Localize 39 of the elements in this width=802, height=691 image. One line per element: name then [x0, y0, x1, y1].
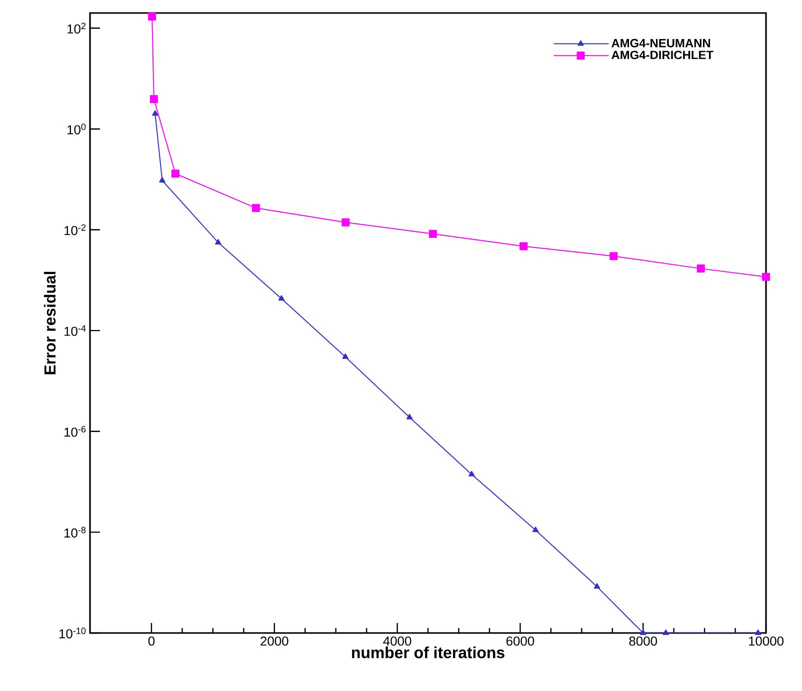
point [171, 170, 180, 178]
y-tick-label: 10$^{0}$ [68, 124, 86, 134]
point [662, 629, 669, 635]
point [532, 526, 539, 532]
x-axis-title: number of iterations [352, 646, 504, 658]
point [152, 110, 158, 116]
point [342, 218, 350, 226]
point [342, 353, 348, 359]
y-tick-label: 10$^{-10}$ [59, 628, 86, 638]
y-tick-label: 10$^{2}$ [68, 22, 86, 34]
point [754, 629, 762, 635]
x-tick-label: 4000 [383, 636, 412, 646]
y-tick-label: 10$^{-6}$ [64, 426, 86, 437]
point [252, 204, 260, 212]
point [150, 95, 158, 104]
x-tick-label: 10000 [748, 636, 784, 646]
point [520, 242, 528, 250]
point [762, 272, 770, 281]
point [640, 629, 646, 635]
y-tick-label: 10$^{-8}$ [64, 526, 86, 538]
point [159, 176, 166, 182]
x-tick-label: 6000 [506, 636, 534, 646]
x-tick-label: 8000 [629, 636, 657, 646]
point [696, 264, 705, 273]
point [215, 238, 222, 244]
x-tick-label: 2000 [260, 636, 288, 646]
legend-label: AMG4-NEUMANN [612, 38, 710, 48]
x-tick-label: 0 [148, 636, 155, 646]
y-axis-title: Error residual [44, 272, 56, 374]
legend-label: AMG4-DIRICHLET [612, 50, 714, 60]
point [278, 295, 285, 301]
y-tick-label: 10$^{-2}$ [64, 224, 86, 236]
point [428, 230, 437, 238]
point [148, 12, 156, 21]
point [406, 414, 413, 420]
point [594, 583, 600, 589]
y-tick-label: 10$^{-4}$ [64, 325, 86, 336]
point [610, 252, 618, 260]
point [468, 470, 475, 476]
